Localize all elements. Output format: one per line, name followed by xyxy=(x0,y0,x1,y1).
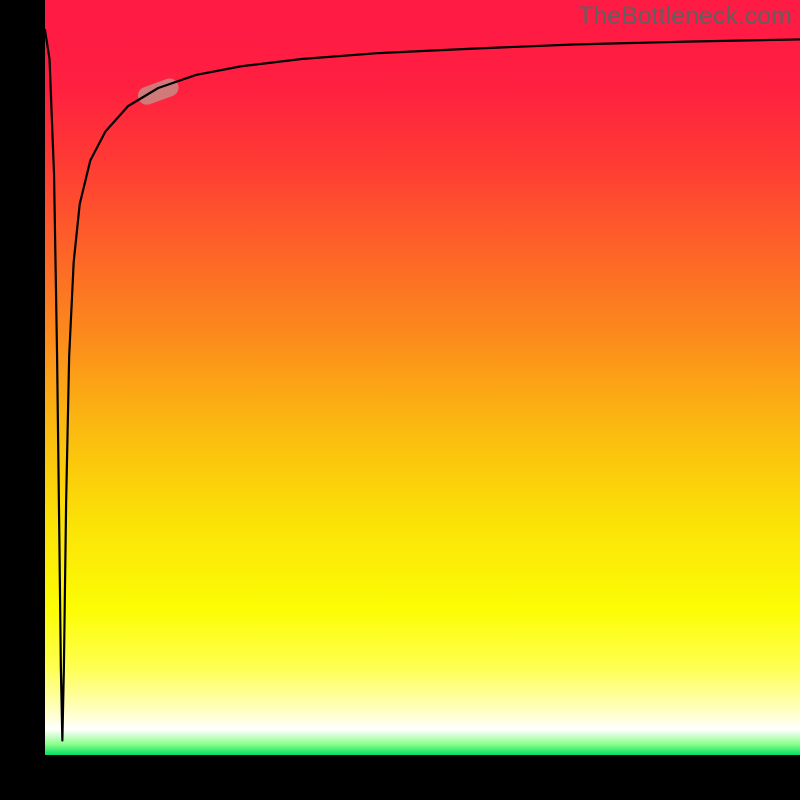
chart-background xyxy=(45,30,800,755)
x-axis-band xyxy=(0,755,800,800)
bottleneck-chart xyxy=(0,0,800,800)
y-axis-band xyxy=(0,0,45,800)
watermark-text: TheBottleneck.com xyxy=(578,2,792,31)
chart-stage: TheBottleneck.com xyxy=(0,0,800,800)
